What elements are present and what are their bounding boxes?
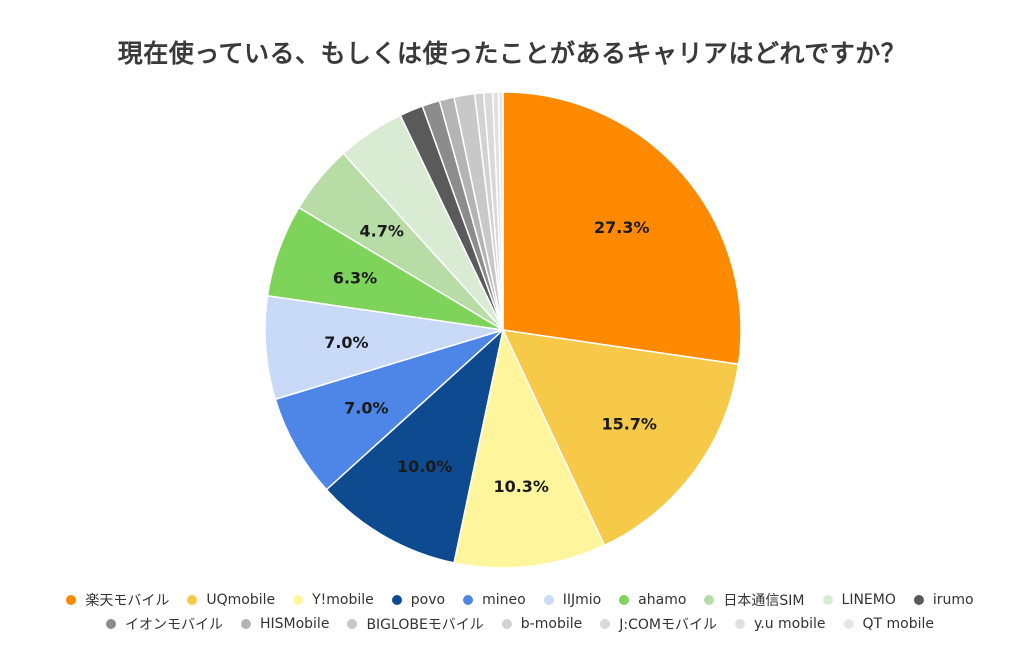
pie-slice xyxy=(502,91,742,366)
legend-item: BIGLOBEモバイル xyxy=(347,614,484,634)
legend-label: 日本通信SIM xyxy=(723,593,805,609)
legend-swatch xyxy=(913,595,924,605)
legend-label: UQmobile xyxy=(206,592,276,608)
legend-swatch xyxy=(843,619,854,629)
legend-swatch xyxy=(187,595,198,605)
legend-swatch xyxy=(391,595,402,605)
legend-item: b-mobile xyxy=(501,616,583,632)
legend-swatch xyxy=(463,595,474,605)
legend-label: mineo xyxy=(482,592,526,608)
pie-chart: 27.3% 15.7% 10.3% 10.0% 7.0% 7.0% 6.3% 4.7% xyxy=(264,91,742,569)
legend-item: ahamo xyxy=(619,592,686,608)
legend-swatch xyxy=(619,595,630,605)
legend-swatch xyxy=(105,619,116,629)
legend-item: povo xyxy=(391,592,446,608)
legend-item: HISMobile xyxy=(240,616,330,632)
legend-item: y.u mobile xyxy=(734,616,826,632)
slice-data-label: 7.0% xyxy=(344,398,388,417)
legend-swatch xyxy=(66,595,77,605)
slice-data-label: 4.7% xyxy=(360,221,404,240)
pie-slice xyxy=(325,327,505,564)
legend-item: 楽天モバイル xyxy=(66,590,169,610)
legend-swatch xyxy=(240,619,251,629)
legend-swatch xyxy=(501,619,512,629)
legend-item: QT mobile xyxy=(843,616,935,632)
legend-label: QT mobile xyxy=(862,616,935,632)
legend-item: UQmobile xyxy=(187,592,275,608)
legend: 楽天モバイル UQmobile Y!mobile povo mineo IIJmio aha… xyxy=(40,588,1000,636)
legend-label: ahamo xyxy=(638,592,687,608)
pie-slice xyxy=(453,327,606,569)
slice-data-label: 15.7% xyxy=(601,415,657,434)
legend-label: b-mobile xyxy=(520,616,583,632)
slice-data-label: 27.3% xyxy=(594,218,650,237)
legend-swatch xyxy=(600,619,611,629)
slice-data-label: 10.3% xyxy=(493,477,549,496)
legend-item: LINEMO xyxy=(822,592,896,608)
pie-slice xyxy=(501,329,740,547)
slice-data-label: 6.3% xyxy=(333,268,377,287)
legend-swatch xyxy=(543,595,554,605)
pie-slice xyxy=(274,329,504,491)
legend-label: LINEMO xyxy=(841,592,896,608)
legend-swatch xyxy=(734,619,745,629)
slice-data-label: 7.0% xyxy=(324,333,368,352)
legend-label: HISMobile xyxy=(259,616,330,632)
legend-swatch xyxy=(347,619,358,629)
legend-label: povo xyxy=(410,592,446,608)
legend-item: IIJmio xyxy=(543,592,602,608)
legend-swatch xyxy=(822,595,833,605)
legend-item: J:COMモバイル xyxy=(600,614,717,634)
legend-label: Y!mobile xyxy=(312,592,374,608)
legend-label: イオンモバイル xyxy=(124,617,223,633)
legend-swatch xyxy=(704,595,715,605)
legend-label: irumo xyxy=(932,592,974,608)
legend-swatch xyxy=(293,595,304,605)
legend-item: mineo xyxy=(463,592,526,608)
slice-data-label: 10.0% xyxy=(397,457,453,476)
legend-item: 日本通信SIM xyxy=(704,590,805,610)
legend-label: y.u mobile xyxy=(753,616,826,632)
legend-label: IIJmio xyxy=(562,592,602,608)
legend-item: irumo xyxy=(913,592,974,608)
legend-item: イオンモバイル xyxy=(105,614,223,634)
pie-slice xyxy=(497,91,504,331)
legend-label: 楽天モバイル xyxy=(85,593,170,609)
legend-label: J:COMモバイル xyxy=(619,617,717,633)
legend-item: Y!mobile xyxy=(293,592,374,608)
legend-label: BIGLOBEモバイル xyxy=(366,617,484,633)
chart-title: 現在使っている、もしくは使ったことがあるキャリアはどれですか？ xyxy=(117,39,907,68)
